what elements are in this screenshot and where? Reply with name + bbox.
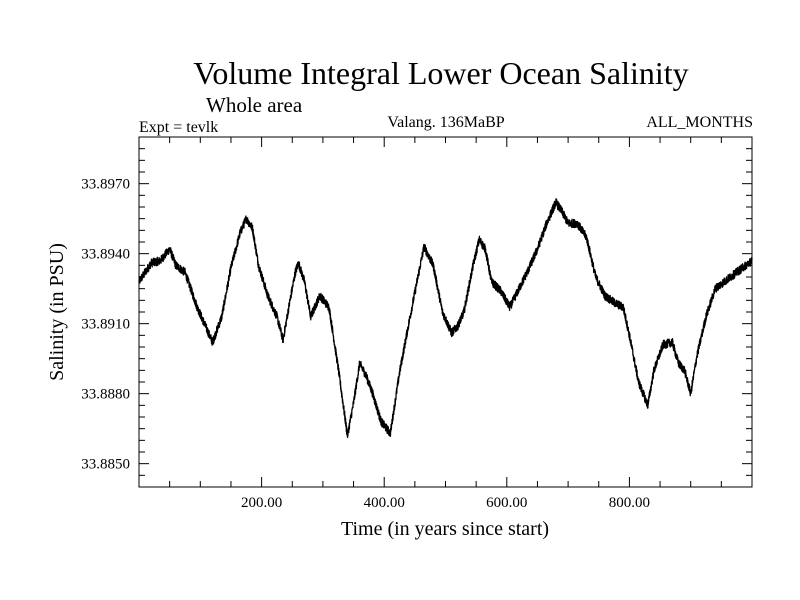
chart-title: Volume Integral Lower Ocean Salinity bbox=[193, 55, 688, 91]
x-tick-label: 800.00 bbox=[609, 495, 650, 511]
period-label: Valang. 136MaBP bbox=[387, 114, 504, 131]
experiment-label: Expt = tevlk bbox=[139, 119, 218, 136]
y-tick-label: 33.8910 bbox=[81, 317, 130, 333]
x-tick-label: 600.00 bbox=[486, 495, 527, 511]
x-tick-label: 400.00 bbox=[364, 495, 405, 511]
months-label: ALL_MONTHS bbox=[646, 114, 753, 131]
chart-subtitle: Whole area bbox=[206, 93, 303, 117]
plot-frame bbox=[138, 136, 753, 488]
x-axis-label: Time (in years since start) bbox=[341, 518, 549, 540]
y-tick-label: 33.8850 bbox=[81, 457, 130, 473]
salinity-series-line bbox=[138, 198, 753, 439]
x-tick-label: 200.00 bbox=[241, 495, 282, 511]
y-tick-label: 33.8970 bbox=[81, 177, 130, 193]
y-tick-label: 33.8880 bbox=[81, 387, 130, 403]
y-tick-label: 33.8940 bbox=[81, 247, 130, 263]
y-axis-label: Salinity (in PSU) bbox=[46, 243, 68, 381]
